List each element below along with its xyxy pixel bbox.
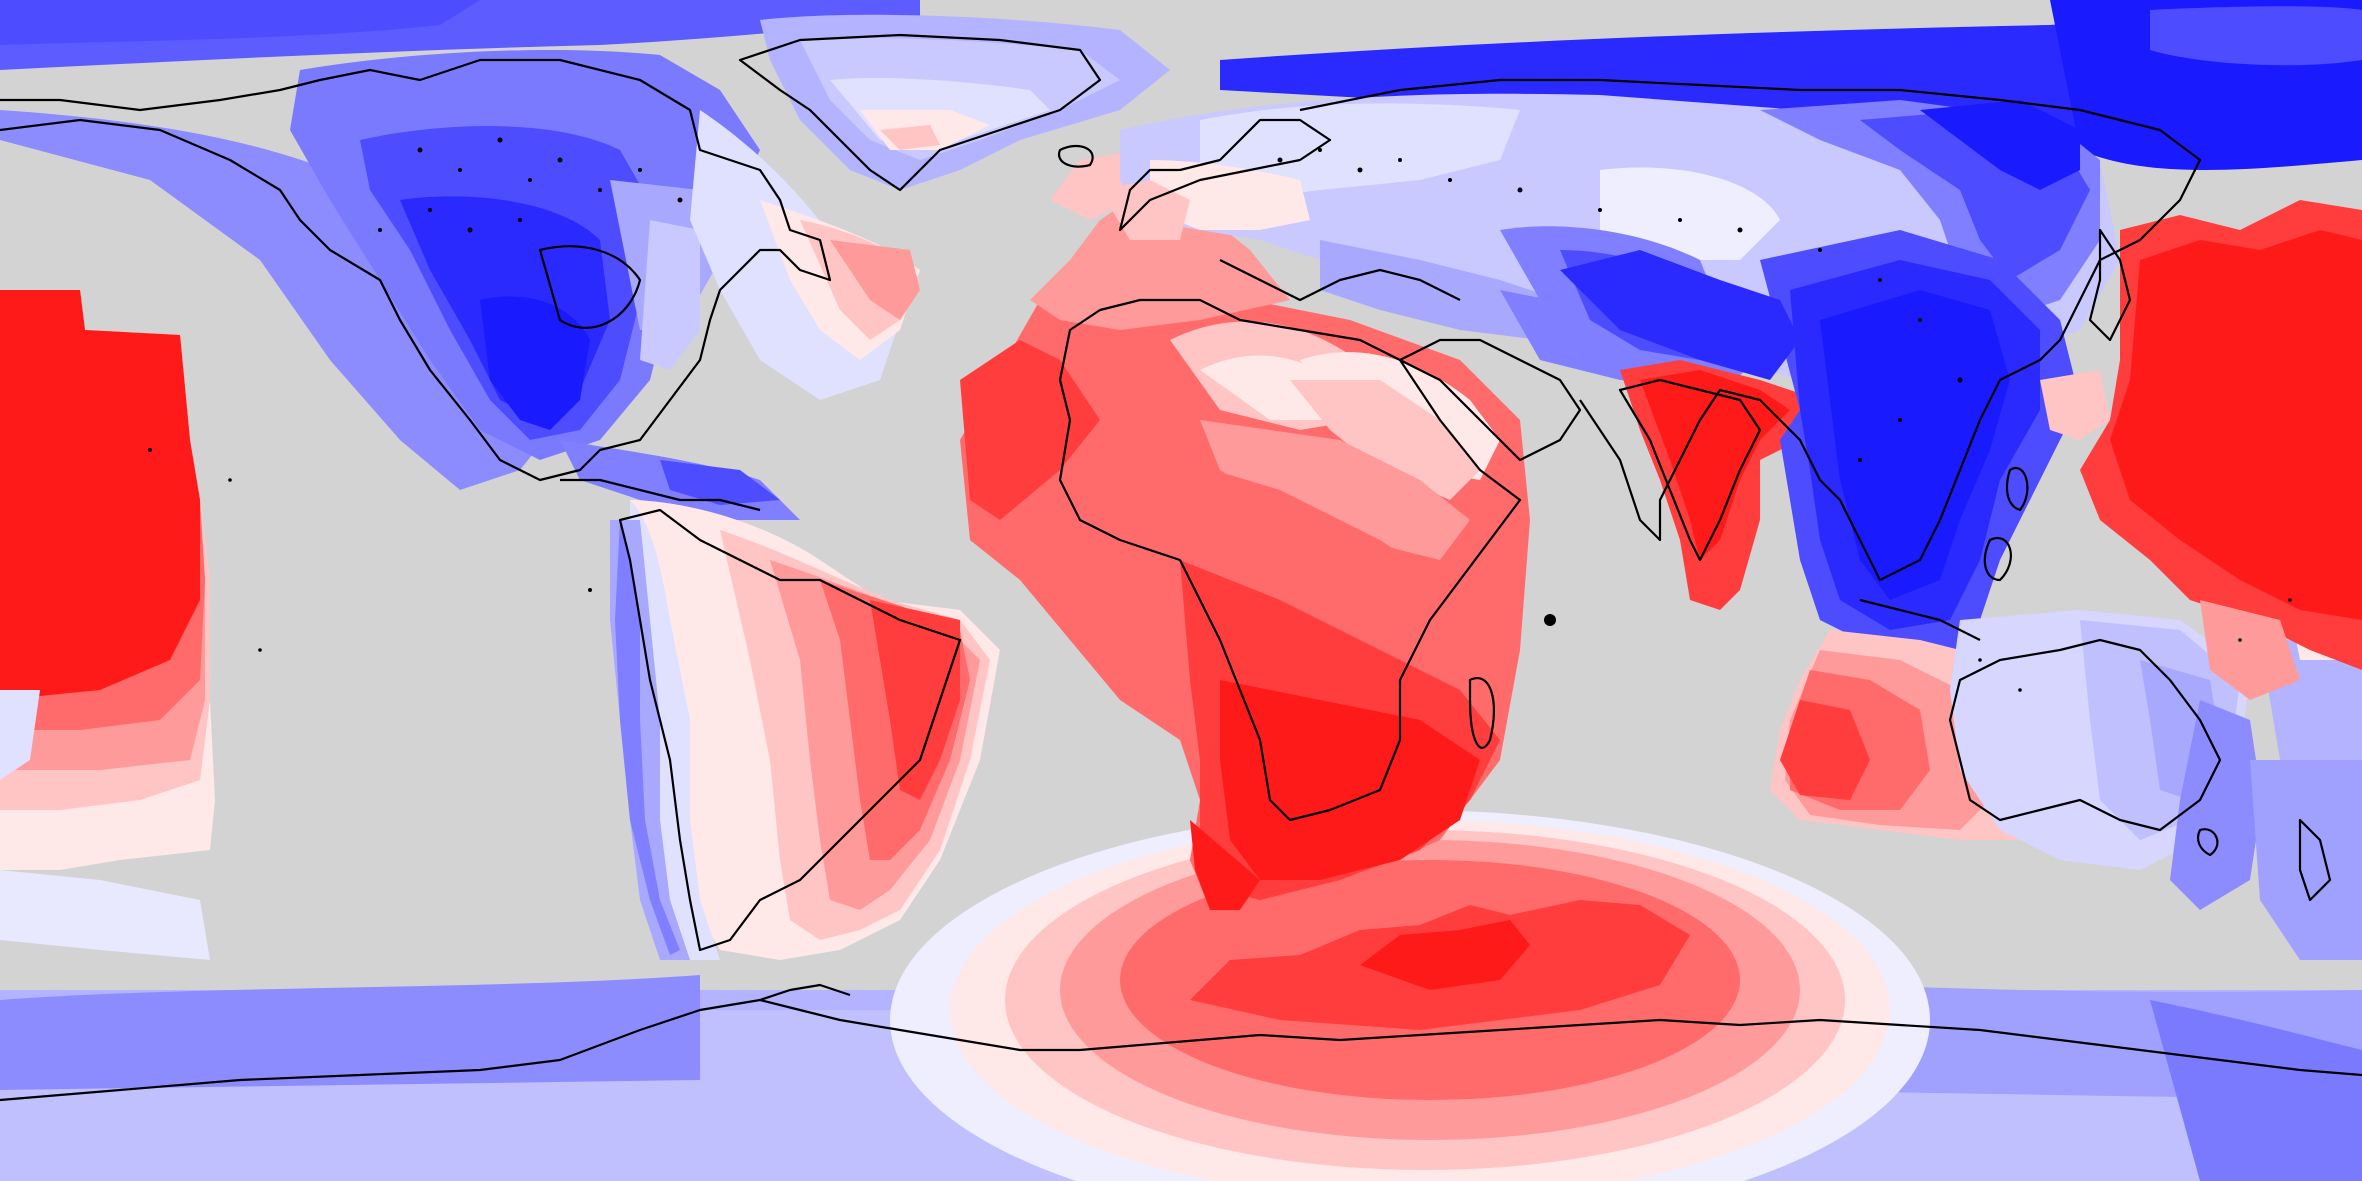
pacific-west-anomaly xyxy=(0,290,215,960)
coastlines xyxy=(0,33,2362,1102)
island-speckles xyxy=(148,137,2292,692)
antarctica-anomaly xyxy=(890,810,1930,1181)
pacific-east-anomaly xyxy=(2040,200,2362,700)
south-america-anomaly xyxy=(610,500,1000,960)
southeast-asia-anomaly xyxy=(1560,230,2080,650)
africa-anomaly xyxy=(960,150,1530,910)
arctic-field xyxy=(0,0,2362,170)
greenland-anomaly xyxy=(760,14,1170,190)
north-atlantic-anomaly xyxy=(690,110,920,400)
north-america-anomaly xyxy=(0,50,800,520)
